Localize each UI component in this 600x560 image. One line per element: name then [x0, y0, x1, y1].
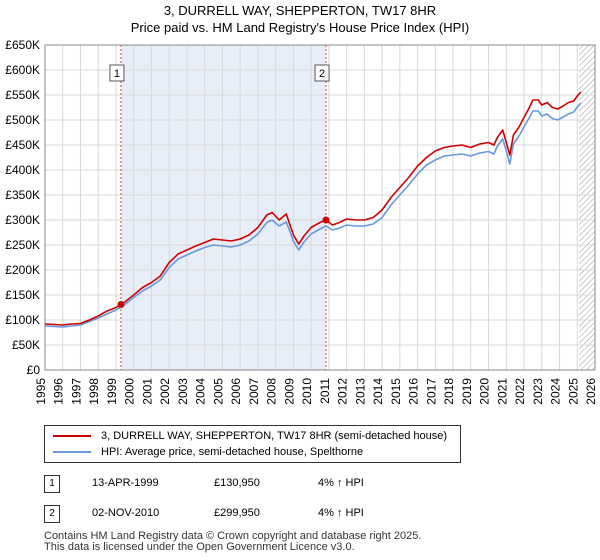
footer-line-1: Contains HM Land Registry data © Crown c… [44, 530, 422, 542]
sale-point [322, 216, 330, 224]
ownership-shade [120, 45, 327, 370]
y-tick-label: £150K [5, 288, 40, 302]
y-tick-label: £650K [5, 38, 40, 52]
legend-item-property: 3, DURRELL WAY, SHEPPERTON, TW17 8HR (se… [45, 428, 460, 444]
sale-number-badge: 1 [44, 475, 60, 493]
x-tick-label: 2015 [389, 378, 403, 405]
x-tick-label: 2018 [442, 378, 456, 405]
y-tick-label: £100K [5, 313, 40, 327]
sale-marker-box [109, 64, 125, 82]
sale-number-badge: 2 [44, 505, 60, 523]
y-tick-label: £300K [5, 213, 40, 227]
sale-marker-label: 1 [114, 68, 120, 80]
hpi-line [44, 102, 582, 328]
sale-row-2: 2 02-NOV-2010 £299,950 4% ↑ HPI [0, 505, 600, 525]
x-tick-label: 2011 [318, 378, 332, 404]
y-tick-label: £250K [5, 238, 40, 252]
legend-label-hpi: HPI: Average price, semi-detached house,… [101, 446, 364, 458]
footer-attribution: Contains HM Land Registry data © Crown c… [44, 531, 421, 553]
y-tick-label: £350K [5, 188, 40, 202]
x-tick-label: 2022 [513, 378, 527, 405]
legend-swatch-hpi [53, 451, 91, 453]
x-tick-label: 2007 [247, 378, 261, 405]
x-tick-label: 2026 [584, 378, 598, 405]
y-tick-label: £500K [5, 113, 40, 127]
title-line-2: Price paid vs. HM Land Registry's House … [130, 20, 470, 35]
x-tick-label: 2013 [353, 378, 367, 405]
property-price-line [44, 91, 582, 326]
sale-point [117, 301, 125, 309]
sale-date: 13-APR-1999 [92, 477, 159, 489]
chart-legend: 3, DURRELL WAY, SHEPPERTON, TW17 8HR (se… [44, 425, 461, 463]
x-tick-label: 1998 [87, 378, 101, 405]
y-tick-label: £200K [5, 263, 40, 277]
sale-price: £299,950 [214, 507, 260, 519]
x-tick-label: 1995 [34, 378, 48, 405]
y-tick-label: £0 [27, 363, 41, 377]
sale-price: £130,950 [214, 477, 260, 489]
x-tick-label: 2021 [495, 378, 509, 405]
y-tick-label: £550K [5, 88, 40, 102]
y-tick-label: £50K [12, 338, 40, 352]
sale-marker-box [314, 64, 330, 82]
x-tick-label: 2003 [176, 378, 190, 405]
x-tick-label: 2016 [407, 378, 421, 405]
sale-hpi-change: 4% ↑ HPI [318, 477, 364, 489]
plot-frame [44, 44, 596, 371]
sale-marker-label: 2 [319, 68, 325, 80]
sale-date: 02-NOV-2010 [92, 507, 160, 519]
legend-item-hpi: HPI: Average price, semi-detached house,… [45, 444, 460, 460]
x-tick-label: 2020 [478, 378, 492, 405]
x-tick-label: 2000 [123, 378, 137, 405]
x-tick-label: 2012 [336, 378, 350, 405]
sale-row-1: 1 13-APR-1999 £130,950 4% ↑ HPI [0, 475, 600, 495]
x-tick-label: 2024 [549, 378, 563, 405]
y-tick-label: £600K [5, 63, 40, 77]
legend-label-property: 3, DURRELL WAY, SHEPPERTON, TW17 8HR (se… [101, 430, 448, 442]
footer-line-2: This data is licensed under the Open Gov… [44, 541, 355, 553]
x-tick-label: 2014 [371, 378, 385, 405]
x-tick-label: 1996 [52, 378, 66, 405]
x-tick-label: 2019 [460, 378, 474, 405]
x-tick-label: 2004 [194, 378, 208, 405]
x-tick-label: 2010 [300, 378, 314, 405]
y-tick-label: £450K [5, 138, 40, 152]
x-tick-label: 1999 [105, 378, 119, 405]
x-tick-label: 1997 [69, 378, 83, 405]
price-chart: £0 £50K £100K £150K £200K £250K £300K £350K £400… [5, 38, 598, 405]
x-tick-label: 2023 [531, 378, 545, 405]
x-tick-label: 2005 [211, 378, 225, 405]
y-tick-label: £400K [5, 163, 40, 177]
chart-title: 3, DURRELL WAY, SHEPPERTON, TW17 8HR Pri… [0, 2, 600, 36]
x-tick-label: 2017 [424, 378, 438, 405]
sale-hpi-change: 4% ↑ HPI [318, 507, 364, 519]
x-tick-label: 2008 [265, 378, 279, 405]
forecast-hatch [579, 45, 595, 370]
x-tick-label: 2025 [566, 378, 580, 405]
x-tick-label: 2001 [140, 378, 154, 405]
title-line-1: 3, DURRELL WAY, SHEPPERTON, TW17 8HR [163, 3, 437, 18]
legend-swatch-property [53, 435, 91, 437]
x-tick-label: 2006 [229, 378, 243, 405]
x-tick-label: 2009 [282, 378, 296, 405]
x-tick-label: 2002 [158, 378, 172, 405]
